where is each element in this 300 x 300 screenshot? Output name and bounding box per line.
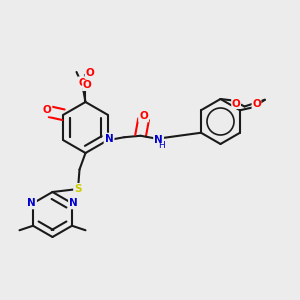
Text: N: N bbox=[105, 134, 113, 144]
Text: O: O bbox=[43, 105, 51, 115]
Text: S: S bbox=[74, 184, 82, 194]
Text: O: O bbox=[252, 99, 261, 109]
Text: N: N bbox=[27, 198, 36, 208]
Text: H: H bbox=[158, 141, 165, 150]
Text: N: N bbox=[154, 135, 163, 145]
Text: O: O bbox=[139, 111, 148, 121]
Text: N: N bbox=[69, 198, 78, 208]
Text: O: O bbox=[78, 77, 87, 88]
Text: O: O bbox=[232, 98, 241, 109]
Text: O: O bbox=[82, 80, 91, 91]
Text: O: O bbox=[85, 68, 94, 79]
